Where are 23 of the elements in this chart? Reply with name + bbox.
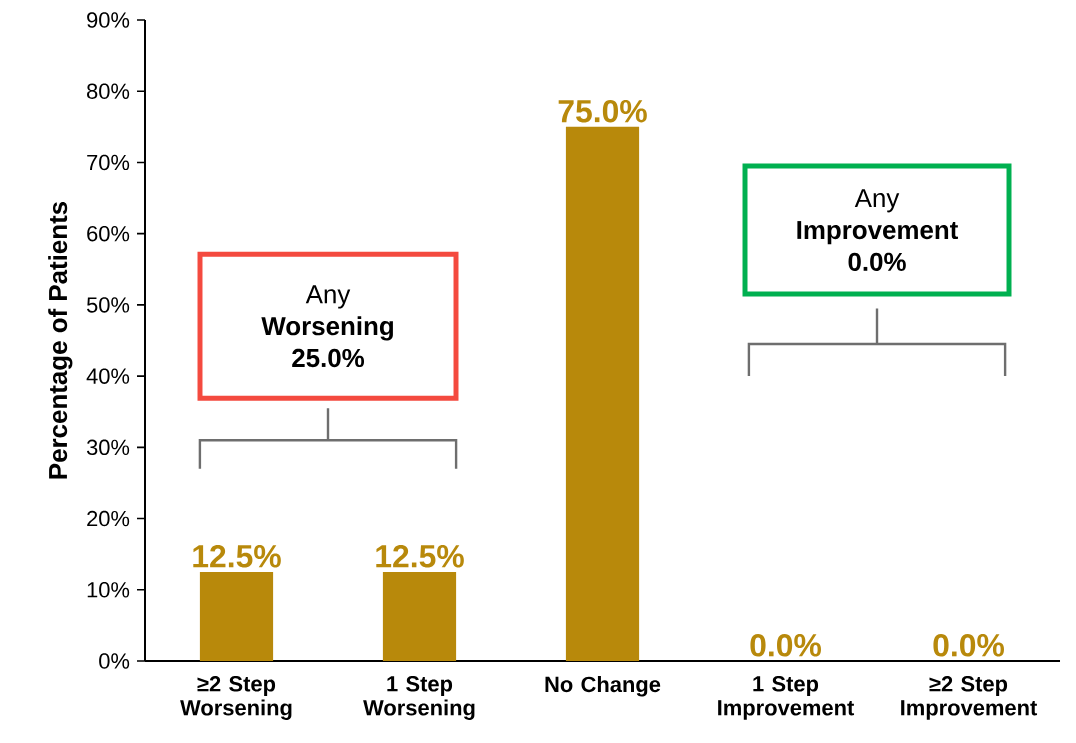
annotation: Any Worsening 25.0% xyxy=(261,285,393,368)
data-label: 75.0% xyxy=(558,99,647,123)
data-label: 12.5% xyxy=(193,545,281,568)
y-tick-label: 20% xyxy=(87,510,130,527)
y-tick-label: 80% xyxy=(87,83,130,99)
x-tick-label: No Change xyxy=(545,676,661,697)
y-tick-label: 30% xyxy=(86,439,130,456)
data-label: 0.0% xyxy=(750,634,821,657)
data-label: 0.0% xyxy=(933,634,1004,657)
y-tick-label: 70% xyxy=(87,154,130,171)
y-tick-label: 0% xyxy=(99,653,130,669)
data-label: 12.5% xyxy=(376,545,464,568)
y-tick-label: 40% xyxy=(86,368,130,384)
x-tick-label: ≥2 Step Worsening xyxy=(180,676,292,720)
y-tick-label: 50% xyxy=(86,297,130,313)
y-tick-label: 10% xyxy=(87,582,130,598)
x-tick-label: ≥2 Step Improvement xyxy=(901,676,1038,720)
y-tick-label: 60% xyxy=(87,225,130,242)
y-axis-title: Percentage of Patients xyxy=(48,201,73,479)
annotation: Any Improvement 0.0% xyxy=(797,189,959,272)
x-tick-label: 1 Step Improvement xyxy=(718,676,855,720)
y-tick-label: 90% xyxy=(87,12,130,28)
x-tick-label: 1 Step Worsening xyxy=(363,676,475,720)
